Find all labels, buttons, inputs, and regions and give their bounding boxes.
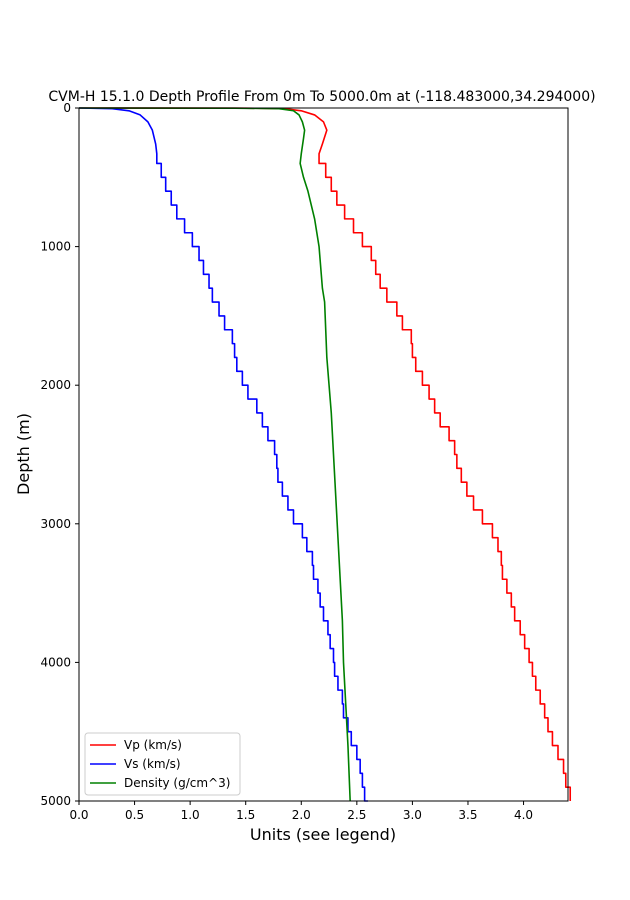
y-axis-label: Depth (m) [14,413,33,495]
legend-label-density: Density (g/cm^3) [124,776,230,790]
y-tick-label: 2000 [40,378,71,392]
x-axis: 0.0 0.5 1.0 1.5 2.0 2.5 3.0 3.5 4.0 [69,801,533,822]
chart-title: CVM-H 15.1.0 Depth Profile From 0m To 50… [48,89,595,105]
y-tick-label: 5000 [40,794,71,808]
y-axis: 0 1000 2000 3000 4000 5000 [40,101,79,808]
y-tick-label: 0 [63,101,71,115]
x-tick-label: 4.0 [514,808,533,822]
series-line-vp [78,107,572,801]
x-tick-label: 1.0 [181,808,200,822]
x-tick-label: 2.5 [347,808,366,822]
series-line-density [78,107,351,802]
x-tick-label: 0.0 [69,808,88,822]
x-tick-label: 0.5 [125,808,144,822]
series-group [78,107,572,802]
x-tick-label: 3.5 [458,808,477,822]
y-tick-label: 1000 [40,240,71,254]
series-line-vs [78,107,368,802]
legend-label-vp: Vp (km/s) [124,738,182,752]
legend-label-vs: Vs (km/s) [124,757,181,771]
y-tick-label: 3000 [40,517,71,531]
legend-box [84,732,241,796]
legend: Vp (km/s) Vs (km/s) Density (g/cm^3) [84,732,241,796]
plot-frame [78,107,569,802]
y-tick-label: 4000 [40,655,71,669]
x-tick-label: 3.0 [403,808,422,822]
x-tick-label: 2.0 [292,808,311,822]
x-axis-label: Units (see legend) [250,825,396,844]
x-tick-label: 1.5 [236,808,255,822]
